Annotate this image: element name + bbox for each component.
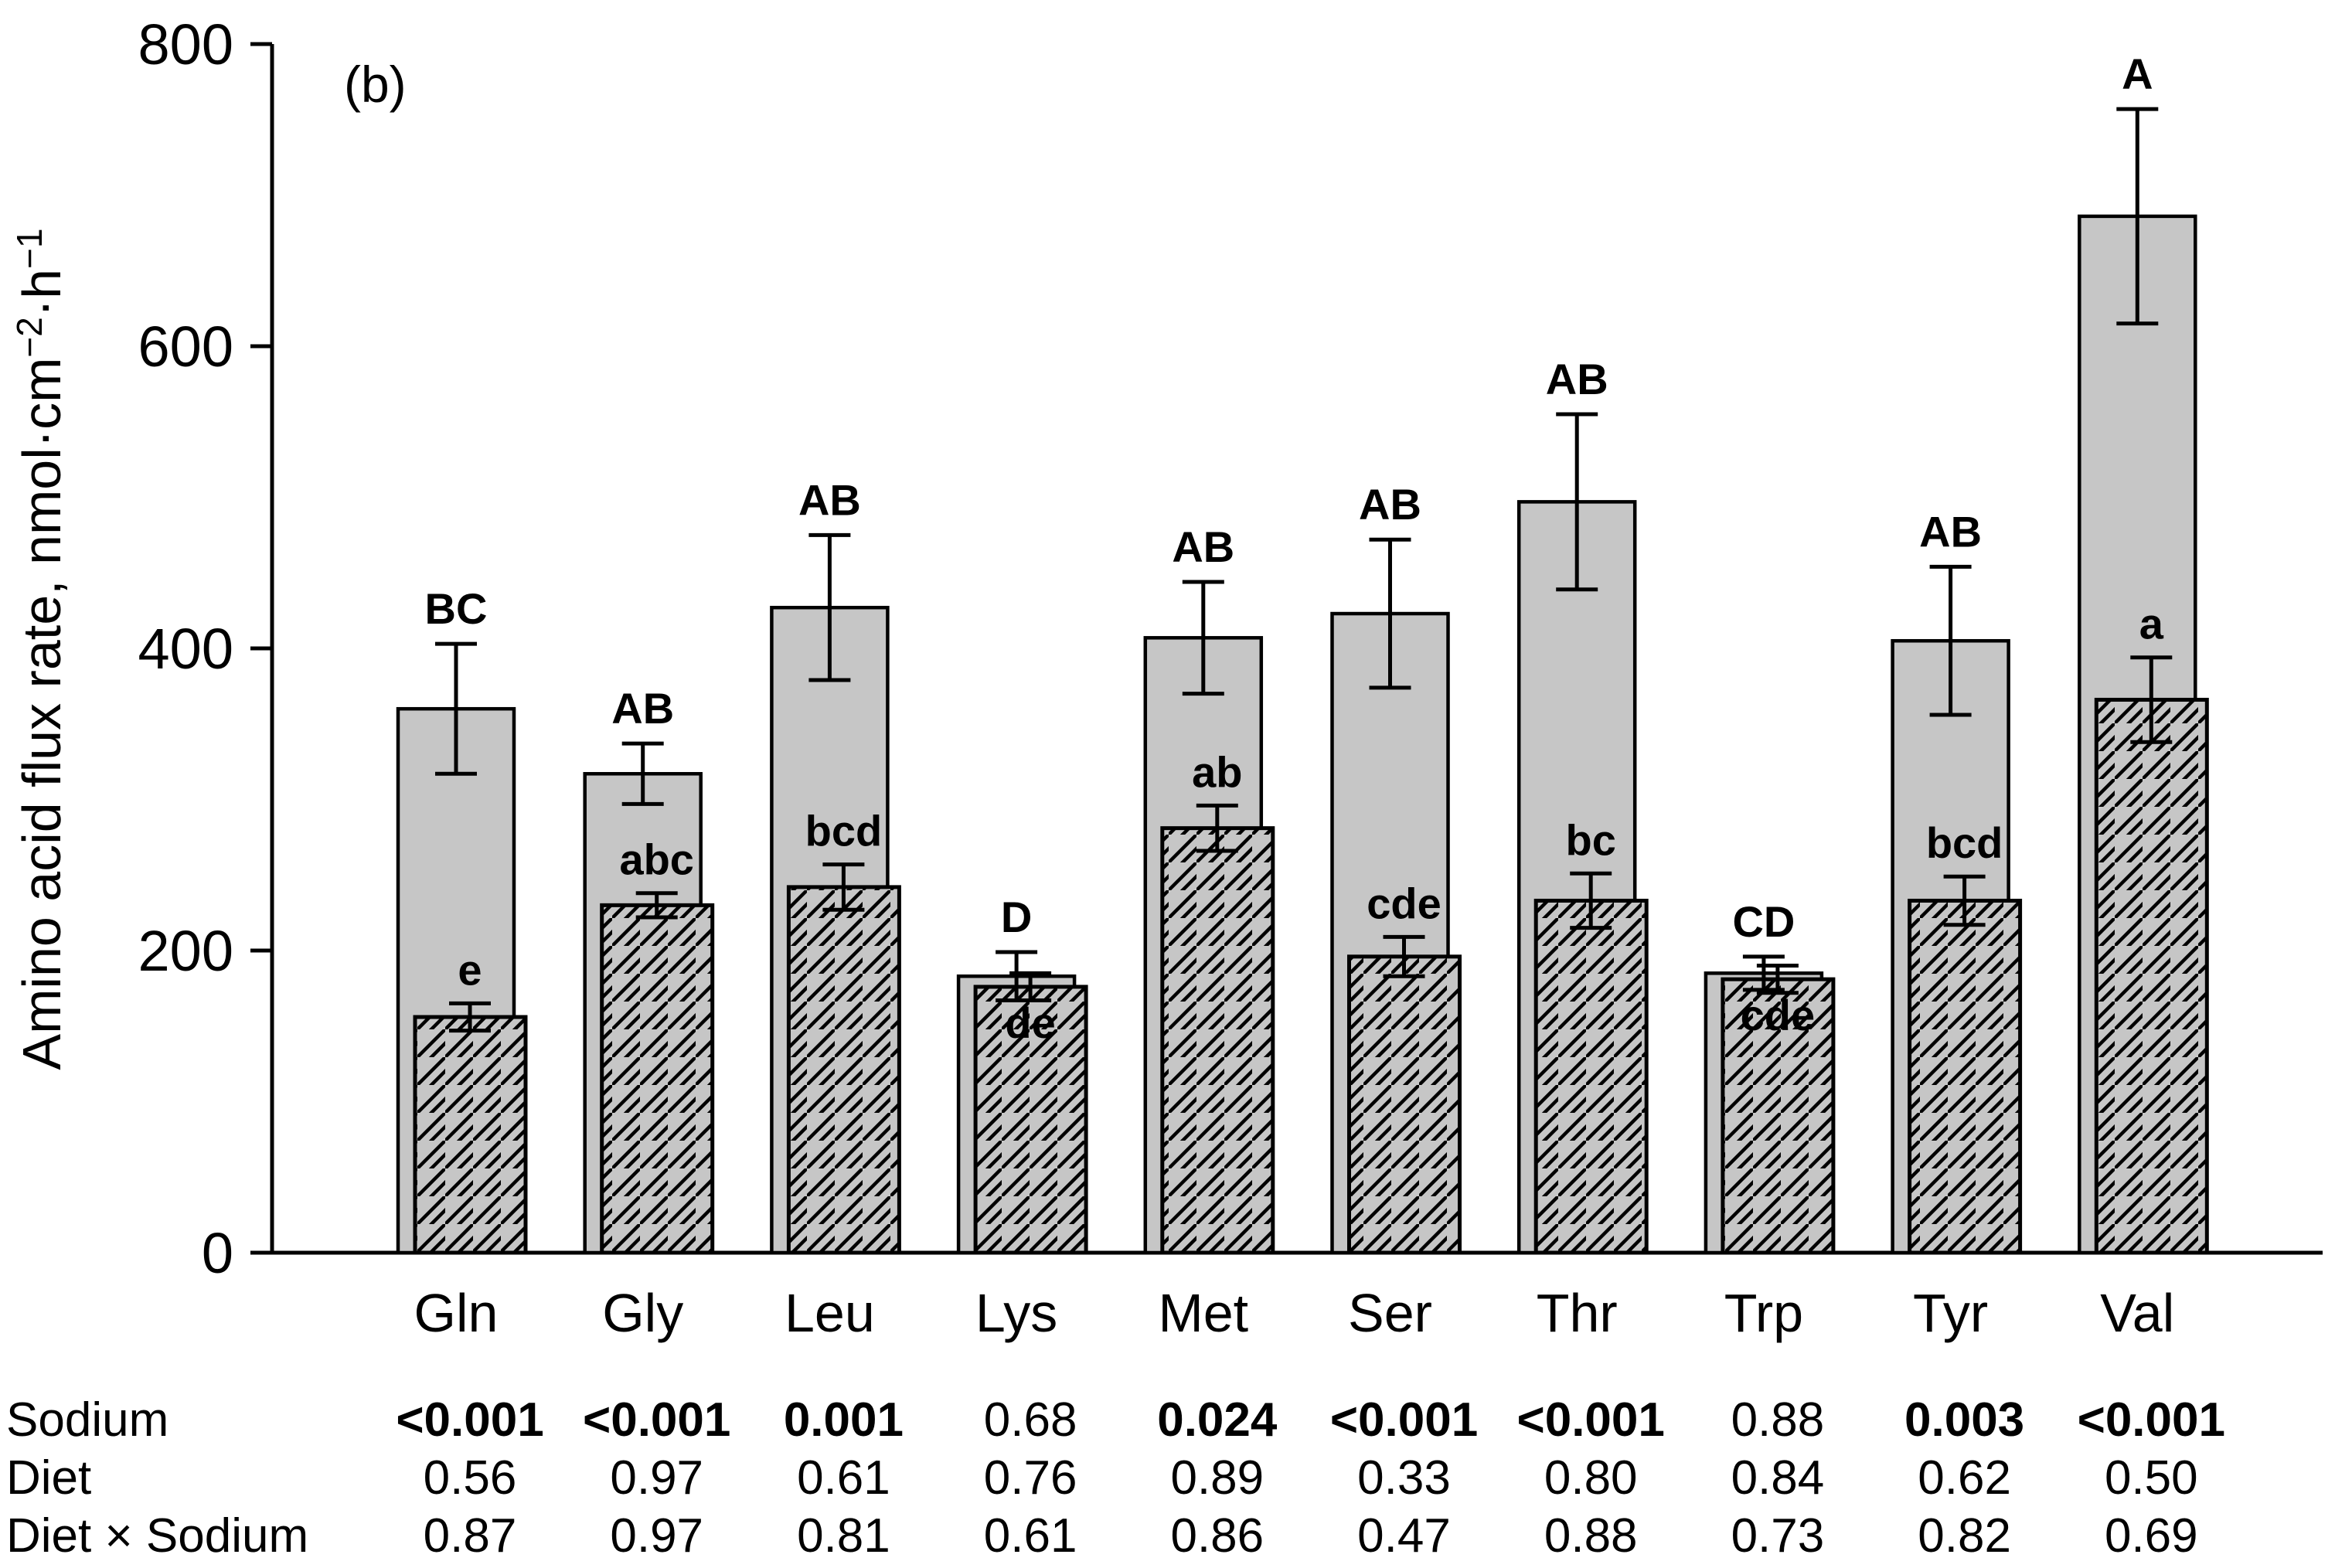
p-value-diet-Tyr: 0.62 — [1918, 1451, 2011, 1505]
bar-hatched-Gly — [600, 903, 715, 1255]
sig-letter-hatched-Trp: cde — [1741, 991, 1816, 1039]
p-value-diet-Gln: 0.56 — [424, 1451, 517, 1505]
p-value-diet-Thr: 0.88 — [1544, 1509, 1638, 1563]
p-value-sodium-Thr: <0.001 — [1517, 1393, 1665, 1447]
sig-letter-gray-Lys: D — [1001, 893, 1032, 941]
bar-hatched-Trp — [1721, 977, 1836, 1255]
sig-letter-gray-Thr: AB — [1546, 355, 1608, 403]
panel-label: (b) — [344, 56, 407, 113]
p-value-diet-Trp: 0.84 — [1731, 1451, 1825, 1505]
x-label-Val: Val — [2100, 1283, 2174, 1343]
sig-letter-gray-Tyr: AB — [1919, 507, 1982, 556]
y-tick-label-200: 200 — [138, 919, 233, 983]
sig-letter-gray-Ser: AB — [1359, 480, 1421, 529]
p-value-sodium-Val: <0.001 — [2078, 1393, 2225, 1447]
y-axis-title-text: Amino acid flux rate, nmol·cm — [12, 358, 72, 1070]
x-label-Trp: Trp — [1724, 1283, 1803, 1343]
p-value-diet-Lys: 0.61 — [984, 1509, 1077, 1563]
bar-hatched-Ser — [1347, 954, 1462, 1255]
y-axis-title-superscript: −2 — [9, 317, 49, 357]
sig-letter-gray-Gly: AB — [611, 684, 674, 733]
sig-letter-hatched-Gln: e — [458, 945, 482, 994]
sig-letter-hatched-Val: a — [2139, 600, 2164, 648]
x-label-Leu: Leu — [785, 1283, 875, 1343]
sig-letter-gray-Leu: AB — [798, 475, 861, 524]
p-value-diet-Met: 0.89 — [1170, 1451, 1264, 1505]
p-value-diet-Gly: 0.97 — [610, 1451, 703, 1505]
p-value-diet-Leu: 0.81 — [797, 1509, 890, 1563]
table-row-label-Diet-Sodium: Diet × Sodium — [6, 1509, 308, 1563]
y-tick-label-800: 800 — [138, 12, 233, 77]
p-value-sodium-Met: 0.024 — [1157, 1393, 1278, 1447]
p-value-sodium-Trp: 0.88 — [1731, 1393, 1825, 1447]
x-label-Lys: Lys — [975, 1283, 1057, 1343]
bar-hatched-Tyr — [1908, 898, 2023, 1255]
y-tick-label-600: 600 — [138, 315, 233, 379]
p-value-sodium-Ser: <0.001 — [1330, 1393, 1478, 1447]
p-value-diet-Ser: 0.47 — [1357, 1509, 1451, 1563]
p-value-sodium-Gln: <0.001 — [396, 1393, 543, 1447]
p-value-diet-Val: 0.50 — [2105, 1451, 2198, 1505]
x-label-Met: Met — [1158, 1283, 1248, 1343]
bar-hatched-Gln — [413, 1015, 528, 1255]
p-value-diet-Gly: 0.97 — [610, 1509, 703, 1563]
x-label-Thr: Thr — [1537, 1283, 1618, 1343]
sig-letter-gray-Gln: BC — [425, 584, 488, 633]
bar-hatched-Thr — [1533, 898, 1649, 1255]
y-axis-title: Amino acid flux rate, nmol·cm−2·h−1 — [9, 228, 72, 1070]
p-value-sodium-Tyr: 0.003 — [1904, 1393, 2024, 1447]
table-row-label-Diet: Diet — [6, 1451, 91, 1505]
sig-letter-hatched-Gly: abc — [619, 835, 694, 884]
y-tick-label-400: 400 — [138, 617, 233, 681]
bar-hatched-Val — [2094, 697, 2209, 1255]
y-axis-title-superscript: −1 — [9, 228, 49, 268]
bar-hatched-Lys — [973, 985, 1088, 1255]
p-value-diet-Val: 0.69 — [2105, 1509, 2198, 1563]
bar-hatched-Leu — [786, 885, 901, 1255]
p-value-sodium-Lys: 0.68 — [984, 1393, 1077, 1447]
p-value-sodium-Gly: <0.001 — [583, 1393, 730, 1447]
plot-area: 0 200 400 600 800 (b) Amino acid flux rate, nm… — [6, 12, 2323, 1563]
sig-letter-gray-Trp: CD — [1732, 897, 1795, 946]
y-tick-label-0: 0 — [202, 1221, 233, 1285]
p-value-diet-Trp: 0.73 — [1731, 1509, 1825, 1563]
bar-hatched-Met — [1160, 826, 1275, 1255]
p-value-diet-Lys: 0.76 — [984, 1451, 1077, 1505]
p-value-diet-Gln: 0.87 — [424, 1509, 517, 1563]
x-label-Gly: Gly — [602, 1283, 683, 1343]
sig-letter-hatched-Met: ab — [1192, 747, 1242, 796]
x-label-Gln: Gln — [414, 1283, 499, 1343]
sig-letter-hatched-Leu: bcd — [805, 807, 883, 855]
sig-letter-hatched-Lys: de — [1005, 998, 1055, 1047]
sig-letter-hatched-Tyr: bcd — [1926, 818, 2003, 867]
sig-letter-gray-Met: AB — [1172, 522, 1234, 571]
p-value-diet-Thr: 0.80 — [1544, 1451, 1638, 1505]
p-value-diet-Tyr: 0.82 — [1918, 1509, 2011, 1563]
p-value-diet-Leu: 0.61 — [797, 1451, 890, 1505]
x-label-Ser: Ser — [1348, 1283, 1432, 1343]
y-axis-title-text: ·h — [12, 269, 72, 317]
sig-letter-hatched-Thr: bc — [1566, 815, 1616, 864]
table-row-label-Sodium: Sodium — [6, 1393, 168, 1447]
p-value-diet-Met: 0.86 — [1170, 1509, 1264, 1563]
sig-letter-hatched-Ser: cde — [1367, 879, 1441, 927]
x-label-Tyr: Tyr — [1913, 1283, 1988, 1343]
p-value-sodium-Leu: 0.001 — [784, 1393, 904, 1447]
sig-letter-gray-Val: A — [2122, 49, 2153, 98]
p-value-diet-Ser: 0.33 — [1357, 1451, 1451, 1505]
